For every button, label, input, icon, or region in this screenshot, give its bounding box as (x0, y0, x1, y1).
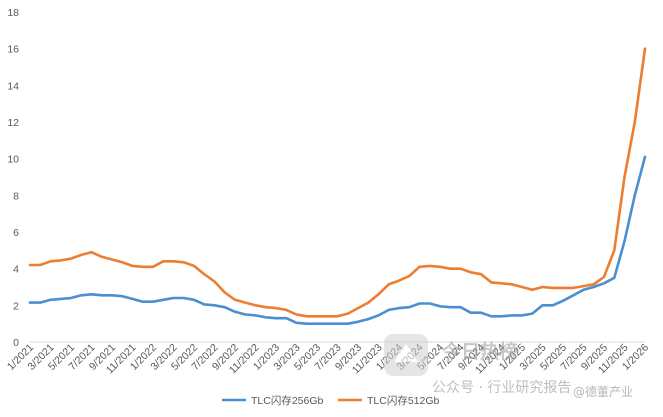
series-line-1 (28, 155, 647, 325)
y-tick-label: 0 (13, 337, 19, 349)
series-line-2 (28, 47, 647, 318)
y-tick-label: 12 (7, 117, 19, 129)
y-tick-label: 16 (7, 44, 19, 56)
y-tick-label: 8 (13, 190, 19, 202)
y-tick-label: 14 (7, 80, 19, 92)
y-tick-label: 4 (13, 264, 19, 276)
axis-group: 0246810121416181/20213/20215/20217/20219… (5, 7, 651, 376)
legend-label-2: TLC闪存512Gb (367, 394, 440, 407)
watermark-account: 公众号 · 行业研究报告 (432, 380, 571, 396)
y-tick-label: 6 (13, 227, 19, 239)
y-tick-label: 10 (7, 154, 19, 166)
y-tick-label: 18 (7, 7, 19, 19)
series-group (28, 47, 647, 325)
legend: TLC闪存256Gb TLC闪存512Gb (222, 394, 440, 407)
y-tick-label: 2 (13, 300, 19, 312)
watermark: 今日热榜 公众号 · 行业研究报告 @德董产业 (384, 334, 633, 399)
legend-label-1: TLC闪存256Gb (251, 394, 324, 407)
watermark-logo-mark (394, 344, 418, 362)
watermark-brand: 今日热榜 (441, 340, 518, 363)
watermark-handle: @德董产业 (573, 384, 633, 399)
